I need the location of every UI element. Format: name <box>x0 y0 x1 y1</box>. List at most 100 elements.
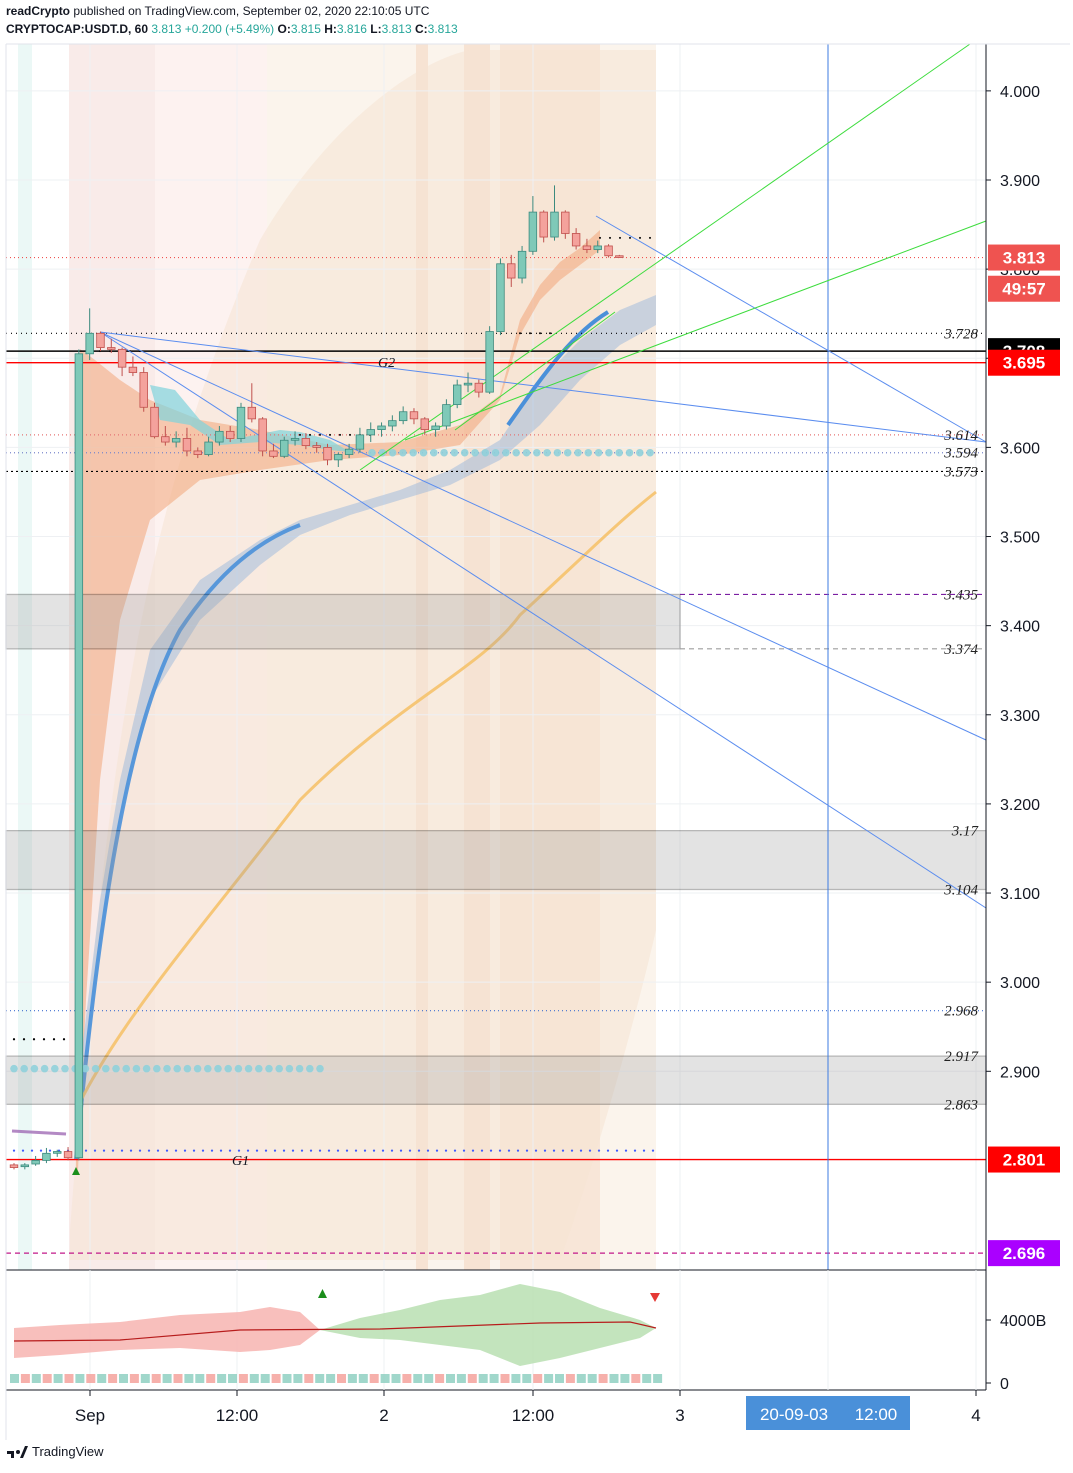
price-axis[interactable]: 4.0003.9003.8003.7003.6003.5003.4003.300… <box>985 44 1060 1390</box>
time-axis[interactable]: Sep 12:00 2 12:00 3 4 20-09-03 12:00 <box>5 43 1070 1440</box>
pivot-dot <box>642 1149 646 1152</box>
volume-bar <box>184 1374 194 1383</box>
signal-dot <box>173 1064 181 1073</box>
signal-dot <box>285 1064 294 1073</box>
price-badge-text: 2.801 <box>1003 1151 1046 1170</box>
volume-bar <box>511 1374 521 1383</box>
time-label: 3 <box>675 1406 684 1425</box>
pivot-dot <box>639 236 641 239</box>
supply-zone <box>5 593 681 650</box>
signal-dot <box>399 448 407 457</box>
price-chart[interactable]: G1 G2 3.728 3.614 3.594 3.573 3.435 3.374 3.17 3.… <box>0 0 1073 1440</box>
volume-bar <box>162 1374 172 1383</box>
volume-down-marker <box>650 1293 660 1302</box>
price-badge: 2.696 <box>988 1240 1060 1267</box>
signal-dot <box>224 1064 232 1073</box>
candle-body <box>388 420 397 427</box>
candle-body <box>355 434 365 450</box>
signal-dot <box>204 1064 212 1073</box>
pivot-dot <box>111 1149 115 1152</box>
signal-dot <box>91 1064 100 1073</box>
trend-line <box>99 331 987 909</box>
pivot-dot <box>30 1149 34 1152</box>
supply-zone <box>5 1055 987 1105</box>
pivot-dot <box>426 1149 430 1152</box>
volume-bar <box>315 1374 325 1383</box>
signal-dot <box>502 448 510 457</box>
candle-body <box>290 438 300 441</box>
candle-body <box>323 446 332 461</box>
volume-bar <box>151 1374 161 1383</box>
level-line-layer <box>6 44 986 1270</box>
open-label: O: <box>277 22 291 36</box>
pivot-dot <box>32 1038 36 1041</box>
pivot-dot <box>435 1149 439 1152</box>
signal-dot <box>20 1064 29 1073</box>
pivot-dot <box>299 433 301 436</box>
volume-ma-line <box>13 1321 657 1342</box>
signal-dot <box>40 1064 49 1073</box>
volume-bar <box>249 1374 259 1383</box>
candle-body <box>96 332 105 348</box>
pivot-dot <box>219 1149 223 1152</box>
pivot-dot <box>138 1149 142 1152</box>
trend-line <box>595 215 987 443</box>
high-label: H: <box>324 22 337 36</box>
publish-date: published on TradingView.com, September … <box>73 4 430 18</box>
volume-bar <box>533 1374 543 1383</box>
candle-body <box>63 1151 73 1159</box>
volume-bar <box>358 1374 368 1383</box>
time-label: 4 <box>971 1406 980 1425</box>
pivot-dot <box>525 1149 529 1152</box>
publisher-name[interactable]: readCrypto <box>6 4 71 18</box>
candle-body <box>517 250 527 279</box>
candle-body <box>139 372 148 408</box>
volume-bar <box>20 1374 30 1383</box>
pivot-dot <box>327 1149 331 1152</box>
pivot-dot <box>120 1149 124 1152</box>
pivot-dot <box>12 1149 16 1152</box>
pivot-dot <box>201 1149 205 1152</box>
pivot-dot <box>480 1149 484 1152</box>
candle-body <box>107 347 116 350</box>
price-tick-label: 3.900 <box>1000 173 1040 190</box>
pivot-dot <box>255 1149 259 1152</box>
volume-bar <box>64 1374 74 1383</box>
pivot-dot <box>444 1149 448 1152</box>
footer-brand[interactable]: TradingView <box>32 1444 104 1459</box>
price-badge-bg <box>988 244 1060 271</box>
volume-bar <box>456 1374 466 1383</box>
volume-bar <box>489 1374 499 1383</box>
trendline-layer <box>99 43 987 909</box>
pivot-dot <box>349 433 351 436</box>
volume-bar <box>500 1374 510 1383</box>
price-badge: 3.813 <box>988 244 1060 271</box>
volume-bar <box>271 1374 281 1383</box>
signal-dot <box>471 448 479 457</box>
pivot-dot <box>336 1149 340 1152</box>
close-label: C: <box>414 22 428 36</box>
buy-signal-marker <box>72 1167 80 1175</box>
time-label: Sep <box>75 1406 105 1425</box>
signal-dot <box>409 448 418 457</box>
time-label: 2 <box>379 1406 388 1425</box>
signal-dot <box>636 448 644 457</box>
volume-bar <box>173 1374 183 1383</box>
signal-dot <box>512 448 520 457</box>
high-value: 3.816 <box>336 22 367 36</box>
pivot-dot <box>309 433 311 436</box>
pivot-dot <box>561 1149 565 1152</box>
volume-bar <box>369 1374 379 1383</box>
tradingview-logo-icon <box>7 1445 28 1458</box>
pivot-dot <box>651 1149 655 1152</box>
symbol-legend: CRYPTOCAP:USDT.D, 60 3.813 +0.200 (+5.49… <box>6 22 458 36</box>
candle-body <box>128 366 138 373</box>
signal-dot <box>553 448 562 457</box>
pivot-dot <box>309 1149 313 1152</box>
pivot-dot <box>615 1149 619 1152</box>
symbol-name[interactable]: CRYPTOCAP:USDT.D, 60 <box>6 22 149 36</box>
price-badge-text: 2.696 <box>1003 1244 1046 1263</box>
signal-dot <box>316 1064 324 1073</box>
candle-body <box>171 438 181 443</box>
volume-bar <box>217 1374 227 1383</box>
